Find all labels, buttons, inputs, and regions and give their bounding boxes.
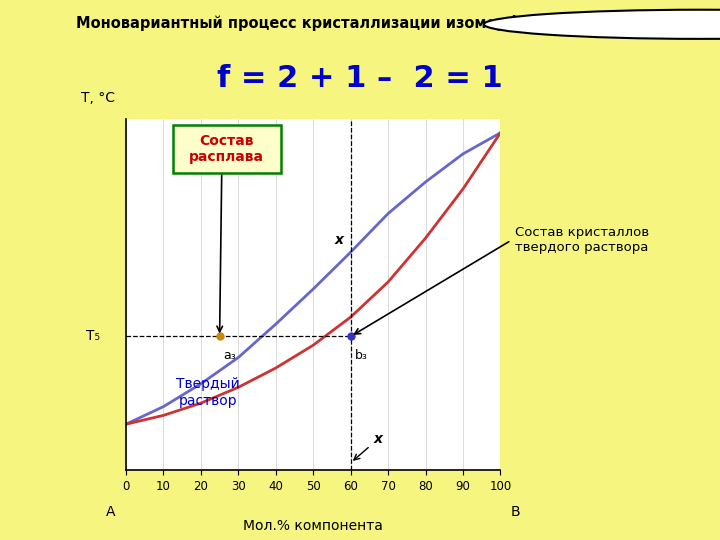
Text: a₃: a₃ — [223, 349, 236, 362]
Text: x: x — [335, 233, 344, 247]
Text: T₅: T₅ — [86, 329, 100, 343]
Text: x: x — [354, 433, 382, 460]
Text: Состав
расплава: Состав расплава — [189, 134, 264, 164]
Text: Моновариантный процесс кристаллизации изоморфных смесей.  6: Моновариантный процесс кристаллизации из… — [76, 15, 644, 31]
Text: f = 2 + 1 –  2 = 1: f = 2 + 1 – 2 = 1 — [217, 64, 503, 93]
Text: Твердый
раствор: Твердый раствор — [176, 377, 240, 408]
Text: Мол.% компонента: Мол.% компонента — [243, 519, 383, 533]
Text: T, °C: T, °C — [81, 91, 115, 105]
Text: A: A — [107, 505, 116, 519]
Text: B: B — [510, 505, 520, 519]
FancyBboxPatch shape — [173, 125, 281, 173]
Circle shape — [484, 10, 720, 39]
Text: b₃: b₃ — [354, 349, 367, 362]
Text: Состав кристаллов
твердого раствора: Состав кристаллов твердого раствора — [515, 226, 649, 254]
